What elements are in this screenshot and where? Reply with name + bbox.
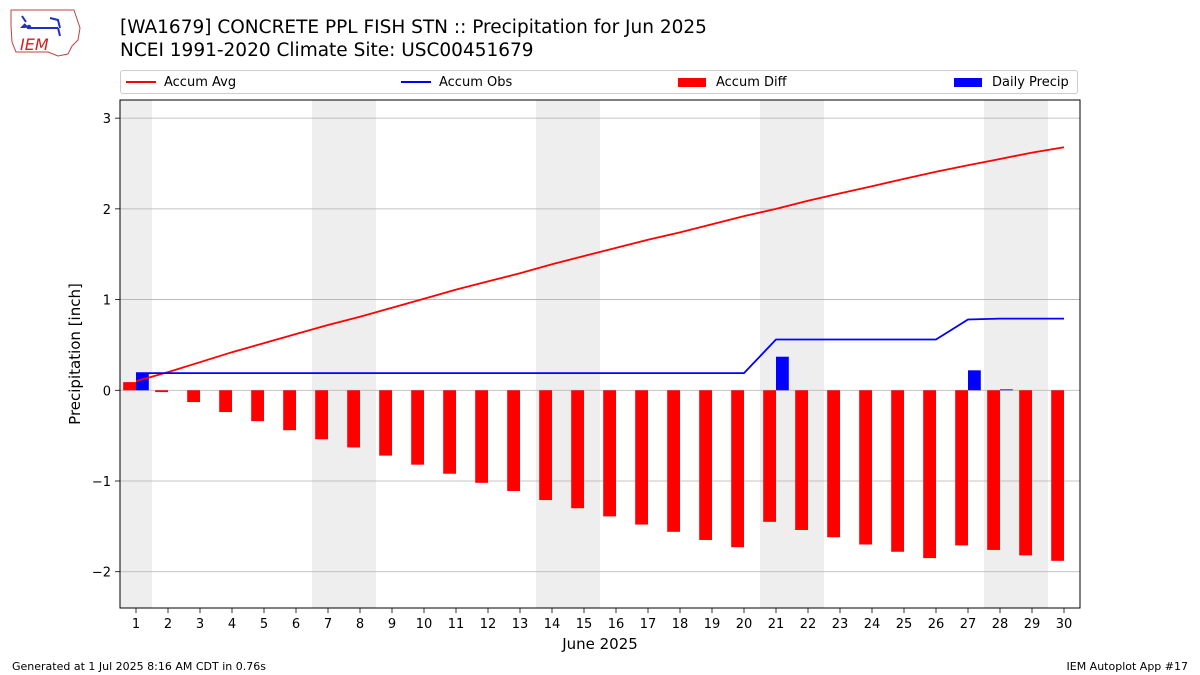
daily-precip-bar (1000, 389, 1013, 391)
x-axis-label: June 2025 (561, 635, 638, 653)
legend-item-accum-obs: Accum Obs (401, 73, 512, 91)
x-tick-label: 16 (608, 617, 625, 632)
footer-generated: Generated at 1 Jul 2025 8:16 AM CDT in 0… (12, 660, 266, 673)
accum-diff-bar (411, 390, 424, 465)
accum-diff-bar (699, 390, 712, 540)
y-tick-label: 3 (103, 112, 111, 127)
x-tick-label: 23 (832, 617, 849, 632)
y-tick-label: 1 (103, 294, 111, 309)
accum-diff-bar (315, 390, 328, 440)
x-tick-label: 11 (448, 617, 465, 632)
legend-label: Daily Precip (992, 74, 1069, 90)
legend-label: Accum Obs (439, 74, 513, 90)
legend-item-accum-diff: Accum Diff (678, 73, 787, 91)
accum-diff-bar (347, 390, 360, 448)
accum-diff-bar (283, 390, 296, 431)
accum-diff-bar (251, 390, 264, 422)
x-tick-label: 6 (292, 617, 300, 632)
accum-diff-bar (155, 390, 168, 393)
accum-diff-bar (923, 390, 936, 559)
accum-diff-bar (731, 390, 744, 548)
y-axis-label: Precipitation [inch] (66, 283, 84, 425)
legend-item-daily-precip: Daily Precip (954, 73, 1069, 91)
x-tick-label: 8 (356, 617, 364, 632)
legend-label: Accum Avg (164, 74, 237, 90)
accum-diff-bar (219, 390, 232, 413)
weekend-shade (312, 100, 376, 608)
x-tick-label: 30 (1056, 617, 1073, 632)
plot-frame (119, 99, 1081, 609)
legend-label: Accum Diff (716, 74, 787, 90)
legend-item-accum-avg: Accum Avg (126, 73, 236, 91)
logo-text: IEM (20, 35, 49, 54)
x-tick-label: 3 (196, 617, 204, 632)
x-tick-label: 28 (992, 617, 1009, 632)
legend-swatch (678, 77, 706, 87)
legend: Accum Avg Accum Obs Accum Diff Daily Pre… (120, 70, 1078, 94)
x-tick-label: 27 (960, 617, 977, 632)
x-tick-label: 25 (896, 617, 913, 632)
accum-diff-bar (603, 390, 616, 517)
x-tick-label: 19 (704, 617, 721, 632)
x-tick-label: 9 (388, 617, 396, 632)
y-tick-label: 2 (103, 203, 111, 218)
legend-swatch (126, 81, 156, 83)
accum-diff-bar (123, 382, 136, 391)
accum-avg-line (135, 146, 1065, 383)
x-tick-label: 18 (672, 617, 689, 632)
legend-swatch (401, 81, 431, 83)
accum-diff-bar (187, 390, 200, 403)
accum-diff-bar (763, 390, 776, 522)
x-tick-label: 1 (132, 617, 140, 632)
daily-precip-bar (136, 373, 149, 391)
x-tick-label: 5 (260, 617, 268, 632)
x-tick-label: 7 (324, 617, 332, 632)
accum-diff-bar (507, 390, 520, 491)
weekend-shade (120, 100, 152, 608)
accum-diff-bar (955, 390, 968, 546)
x-tick-label: 13 (512, 617, 529, 632)
accum-diff-bar (795, 390, 808, 530)
accum-obs-line (136, 317, 1064, 375)
accum-diff-bar (539, 390, 552, 501)
weekend-shade (760, 100, 824, 608)
accum-diff-bar (1051, 390, 1064, 561)
legend-swatch (954, 77, 982, 87)
accum-diff-bar (827, 390, 840, 538)
accum-diff-bar (667, 390, 680, 532)
x-tick-label: 15 (576, 617, 593, 632)
x-tick-label: 26 (928, 617, 945, 632)
accum-diff-bar (443, 390, 456, 474)
y-tick-label: 0 (103, 384, 111, 399)
x-tick-label: 12 (480, 617, 497, 632)
daily-precip-bar (968, 370, 981, 391)
y-tick-label: −1 (92, 475, 111, 490)
accum-diff-bar (1019, 390, 1032, 556)
x-tick-label: 10 (416, 617, 433, 632)
accum-diff-bar (571, 390, 584, 509)
x-tick-label: 14 (544, 617, 561, 632)
chart-title: [WA1679] CONCRETE PPL FISH STN :: Precip… (120, 17, 707, 38)
accum-diff-bar (987, 390, 1000, 550)
x-tick-label: 4 (228, 617, 236, 632)
x-tick-label: 29 (1024, 617, 1041, 632)
x-tick-label: 2 (164, 617, 172, 632)
accum-diff-bar (891, 390, 904, 552)
x-tick-label: 21 (768, 617, 785, 632)
x-tick-label: 24 (864, 617, 881, 632)
accum-diff-bar (859, 390, 872, 545)
y-tick-label: −2 (92, 566, 111, 581)
iem-logo: IEM (10, 9, 81, 57)
accum-diff-bar (379, 390, 392, 456)
accum-diff-bar (475, 390, 488, 483)
weekend-shade (536, 100, 600, 608)
accum-diff-bar (635, 390, 648, 525)
daily-precip-bar (776, 356, 789, 391)
chart-subtitle: NCEI 1991-2020 Climate Site: USC00451679 (120, 40, 534, 61)
x-tick-label: 20 (736, 617, 753, 632)
footer-app: IEM Autoplot App #17 (1066, 660, 1189, 673)
x-tick-label: 22 (800, 617, 817, 632)
x-tick-label: 17 (640, 617, 657, 632)
